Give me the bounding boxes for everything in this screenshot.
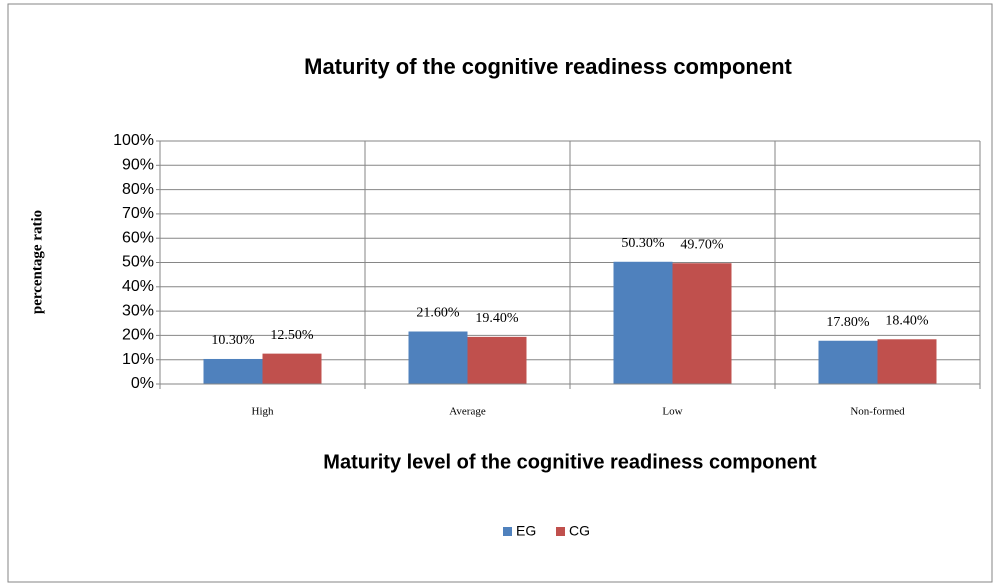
bar: [408, 331, 468, 384]
data-label: 12.50%: [270, 328, 314, 343]
chart-border: [7, 3, 993, 583]
data-label: 19.40%: [475, 311, 519, 326]
y-tick-label: 0%: [131, 375, 154, 392]
x-tick-label: Non-formed: [850, 406, 905, 418]
data-label: 50.30%: [621, 236, 665, 251]
bar: [672, 263, 732, 384]
y-tick-label: 60%: [122, 229, 154, 246]
chart-title: Maturity of the cognitive readiness comp…: [304, 54, 792, 79]
y-tick-label: 70%: [122, 205, 154, 222]
data-label: 10.30%: [211, 333, 255, 348]
x-tick-label: Average: [449, 406, 486, 418]
data-label: 18.40%: [885, 314, 929, 329]
y-tick-label: 50%: [122, 254, 154, 271]
bar: [203, 358, 263, 384]
legend-swatch: [556, 527, 565, 536]
bar: [262, 353, 322, 384]
bar: [877, 339, 937, 384]
bar: [818, 340, 878, 384]
legend-swatch: [503, 527, 512, 536]
legend-label: CG: [569, 523, 590, 539]
data-label: 17.80%: [826, 315, 870, 330]
y-axis-label: percentage ratio: [29, 210, 45, 314]
bar: [613, 261, 673, 384]
data-label: 21.60%: [416, 306, 460, 321]
data-label: 49.70%: [680, 237, 724, 252]
x-axis-label: Maturity level of the cognitive readines…: [323, 451, 817, 473]
y-tick-label: 80%: [122, 181, 154, 198]
x-tick-label: High: [252, 406, 275, 418]
y-tick-label: 40%: [122, 278, 154, 295]
legend-label: EG: [516, 523, 536, 539]
x-tick-label: Low: [662, 406, 682, 418]
y-tick-label: 20%: [122, 327, 154, 344]
y-tick-label: 100%: [113, 132, 154, 149]
y-tick-label: 90%: [122, 157, 154, 174]
y-tick-label: 10%: [122, 351, 154, 368]
y-tick-label: 30%: [122, 302, 154, 319]
bar: [467, 336, 527, 384]
